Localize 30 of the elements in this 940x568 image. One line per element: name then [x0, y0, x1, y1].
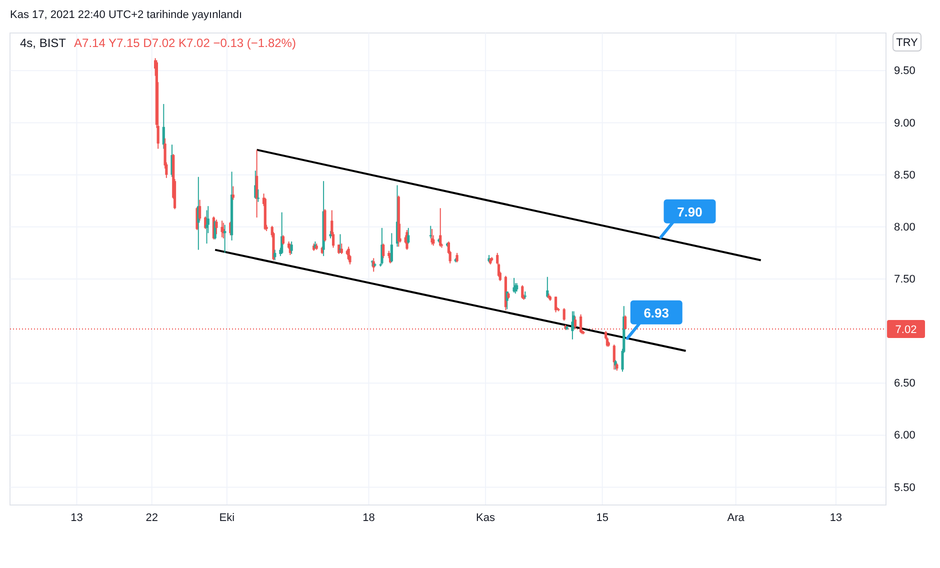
text: TRY	[896, 37, 919, 49]
x-tick-label: 15	[596, 512, 608, 524]
candlestick	[224, 224, 226, 254]
x-tick-label: Eki	[219, 512, 235, 524]
candlestick	[382, 243, 385, 259]
text: Kas 17, 2021 22:40 UTC+2 tarihinde yayınlandı	[10, 9, 242, 21]
ref-line-label: 7.02	[895, 324, 917, 336]
y-tick-label: 8.50	[894, 169, 916, 182]
x-tick-label: 13	[70, 512, 83, 524]
y-tick-label: 9.50	[894, 65, 916, 78]
annotation: 6.93	[644, 305, 670, 320]
y-tick-label: 7.50	[894, 274, 916, 286]
candlestick	[429, 225, 432, 239]
chart-title: 4s, BIST	[20, 36, 67, 50]
y-tick-label: 8.00	[894, 221, 916, 234]
candlestick	[407, 227, 410, 244]
x-tick-label: Kas	[476, 512, 496, 524]
y-tick-label: 6.00	[894, 430, 916, 442]
candlestick	[274, 249, 276, 261]
y-tick-label: 5.50	[894, 482, 916, 494]
chart-subtitle: A7.14 Y7.15 D7.02 K7.02 −0.13 (−1.82%)	[74, 36, 296, 50]
x-tick-label: 13	[830, 512, 842, 524]
y-tick-label: 6.50	[894, 378, 916, 390]
candlestick	[562, 308, 566, 322]
annotation: 7.90	[677, 204, 702, 220]
x-tick-label: 18	[362, 512, 375, 524]
candlestick	[612, 344, 616, 370]
x-tick-label: 22	[146, 512, 158, 524]
y-tick-label: 9.00	[894, 117, 916, 130]
x-tick-label: Ara	[727, 512, 746, 524]
